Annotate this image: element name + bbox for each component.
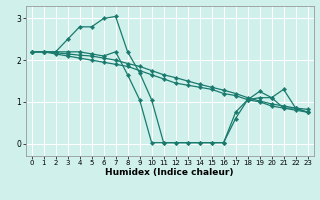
X-axis label: Humidex (Indice chaleur): Humidex (Indice chaleur) — [105, 168, 234, 177]
